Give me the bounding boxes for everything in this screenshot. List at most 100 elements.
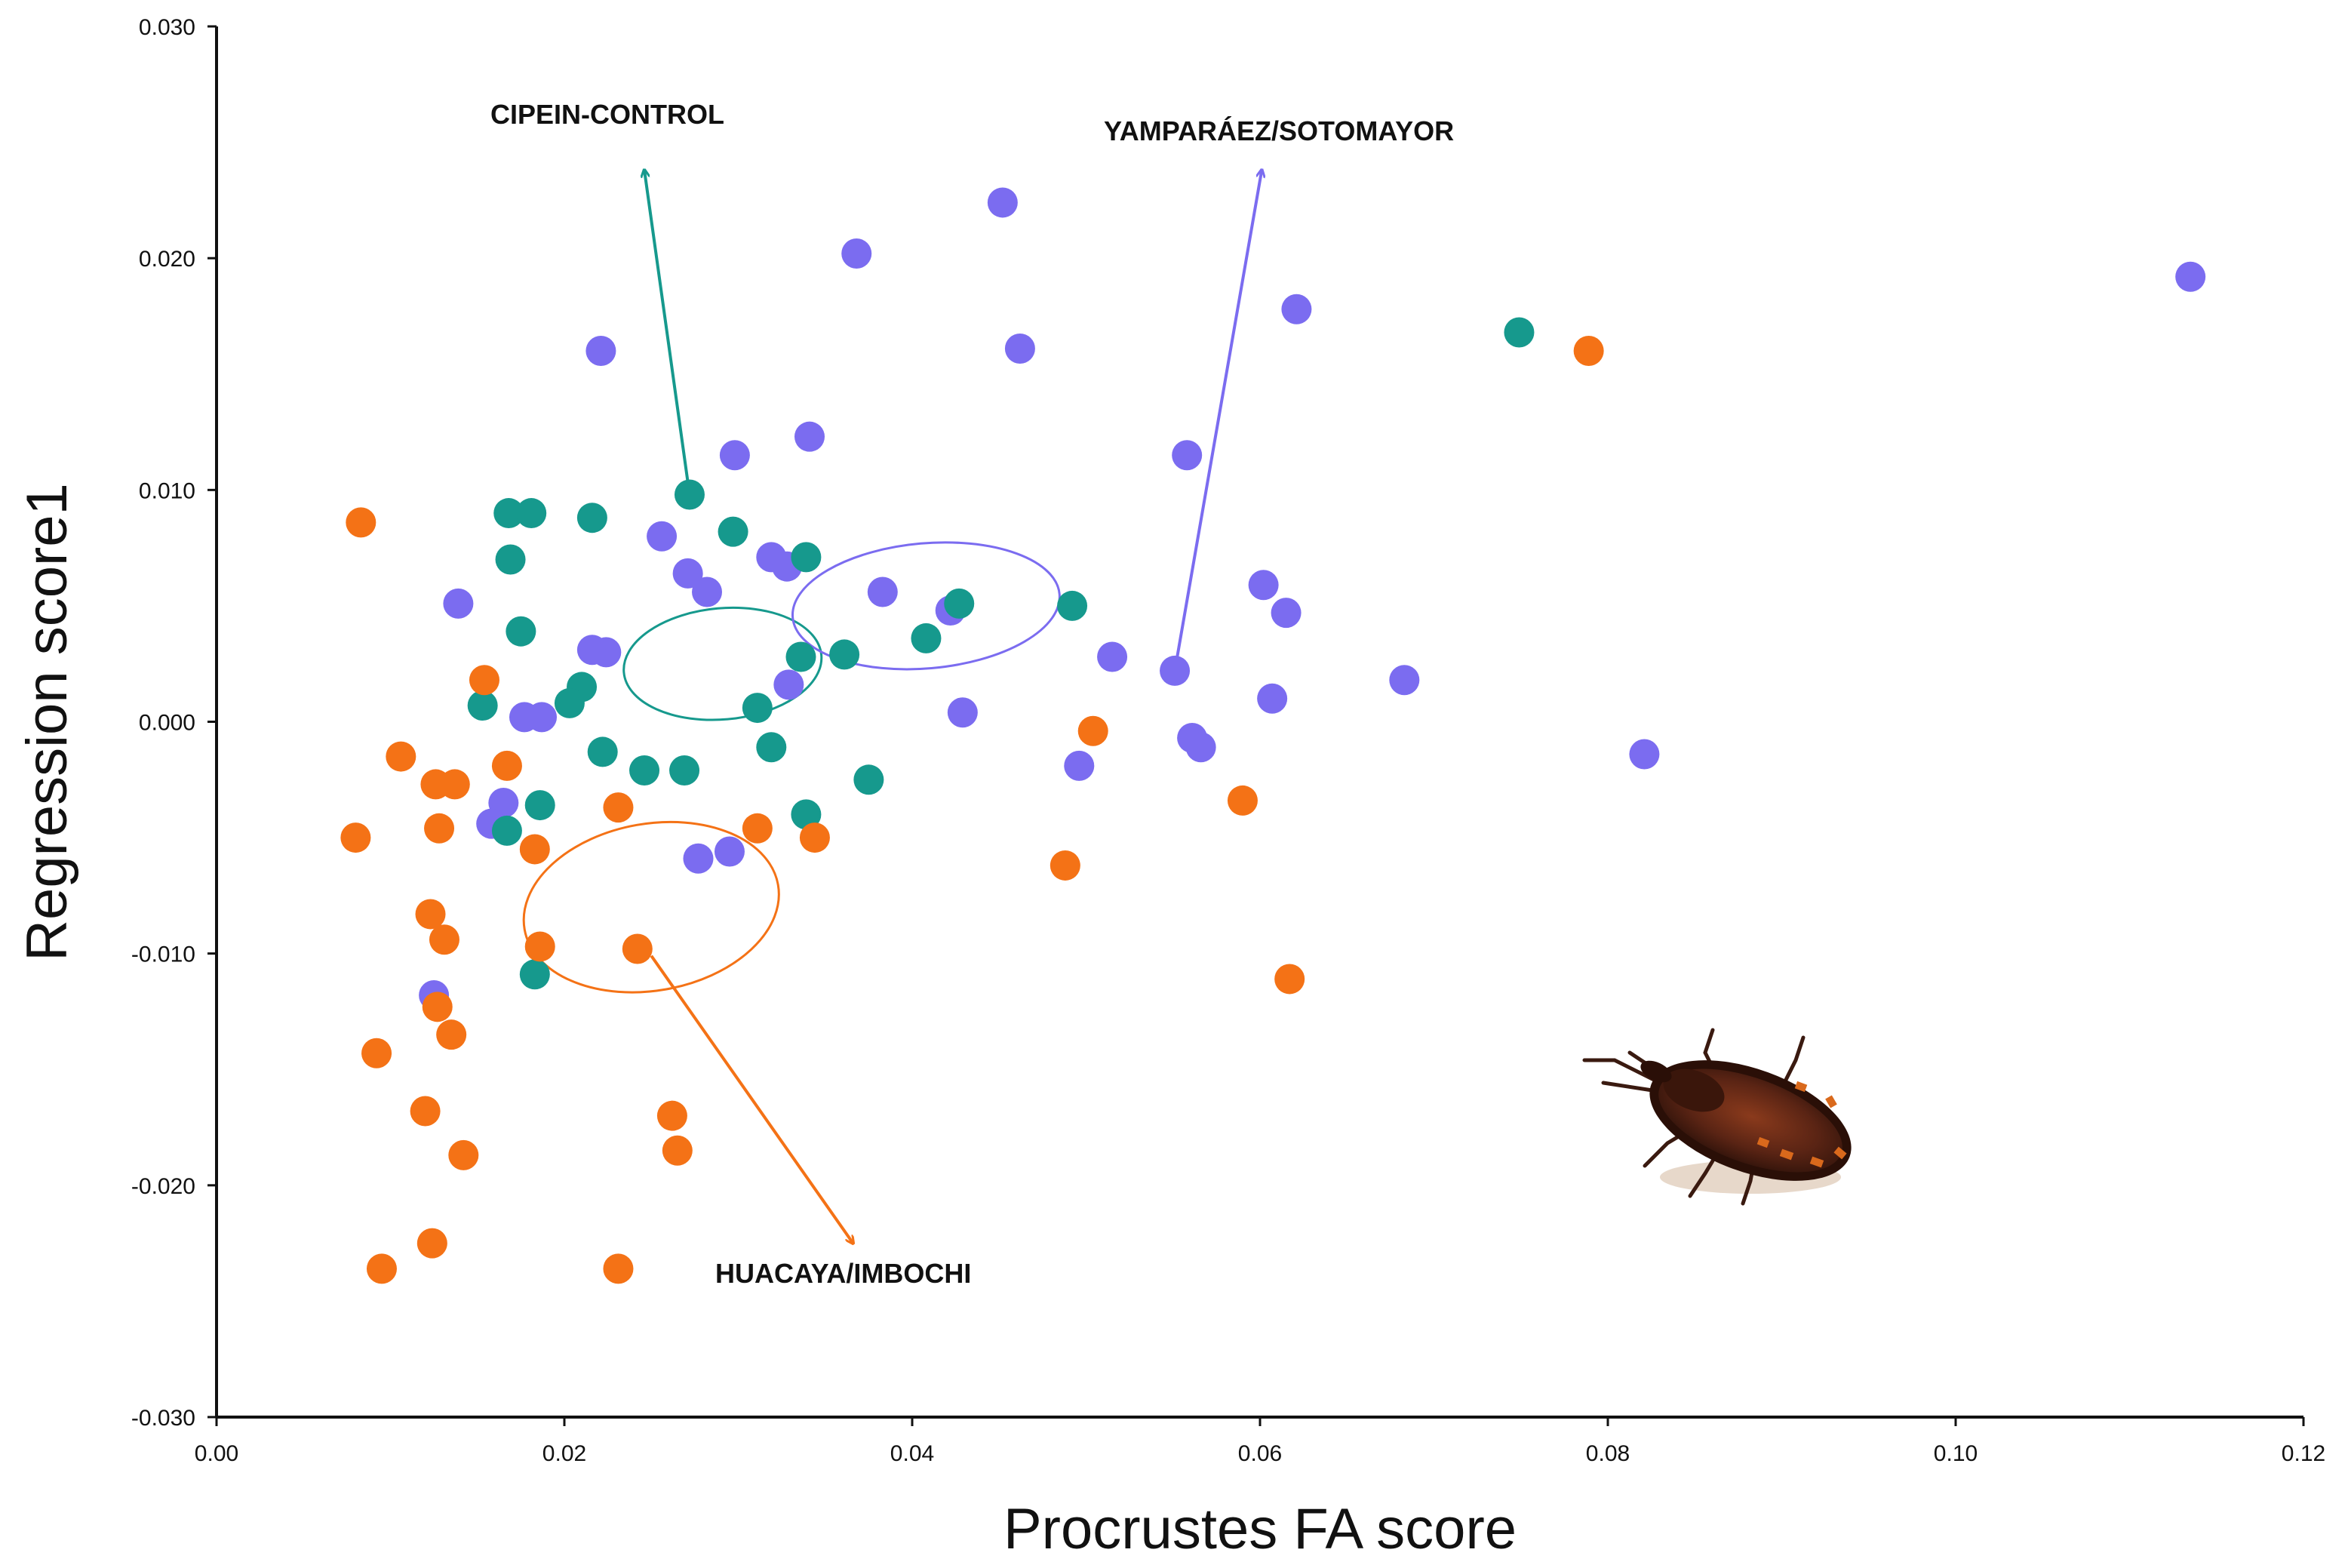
data-point bbox=[519, 834, 550, 865]
data-point bbox=[944, 588, 975, 619]
data-point bbox=[719, 440, 750, 471]
data-point bbox=[506, 616, 536, 647]
data-point bbox=[603, 792, 634, 823]
data-point bbox=[622, 933, 653, 964]
data-point bbox=[495, 544, 526, 575]
x-tick-label: 0.02 bbox=[542, 1441, 586, 1466]
group-ellipse bbox=[622, 606, 823, 721]
data-point bbox=[669, 755, 700, 786]
data-point bbox=[1227, 785, 1258, 816]
label-huacaya-imbochi: HUACAYA/IMBOCHI bbox=[715, 1258, 971, 1289]
data-point bbox=[429, 924, 459, 955]
data-point bbox=[1050, 850, 1080, 881]
data-point bbox=[791, 799, 822, 830]
data-point bbox=[841, 238, 872, 269]
data-point bbox=[662, 1135, 693, 1166]
data-point bbox=[1504, 317, 1535, 348]
data-point bbox=[467, 690, 498, 721]
data-point bbox=[692, 576, 723, 607]
data-point bbox=[439, 769, 470, 800]
data-point bbox=[756, 732, 787, 763]
data-points bbox=[340, 187, 2206, 1284]
group-arrows bbox=[644, 170, 1262, 1243]
data-point bbox=[714, 836, 745, 867]
y-ticks: -0.030 -0.020 -0.010 0.000 0.010 0.020 0.030 bbox=[131, 15, 217, 1431]
data-point bbox=[647, 521, 678, 552]
data-point bbox=[436, 1019, 467, 1050]
data-point bbox=[911, 623, 942, 653]
data-point bbox=[1064, 750, 1095, 781]
data-point bbox=[386, 741, 416, 772]
x-ticks: 0.00 0.02 0.04 0.06 0.08 0.10 0.12 bbox=[195, 1417, 2325, 1466]
data-point bbox=[585, 336, 616, 367]
data-point bbox=[416, 1228, 447, 1259]
data-point bbox=[1281, 294, 1312, 324]
data-point bbox=[674, 479, 705, 510]
x-tick-label: 0.00 bbox=[195, 1441, 238, 1466]
y-tick-label: -0.030 bbox=[131, 1406, 195, 1431]
data-point bbox=[554, 687, 585, 718]
data-point bbox=[683, 843, 714, 874]
data-point bbox=[422, 992, 453, 1022]
data-point bbox=[448, 1139, 479, 1170]
data-point bbox=[361, 1038, 392, 1068]
x-tick-label: 0.12 bbox=[2282, 1441, 2325, 1466]
x-tick-label: 0.04 bbox=[890, 1441, 934, 1466]
data-point bbox=[410, 1096, 441, 1127]
data-point bbox=[785, 641, 816, 672]
data-point bbox=[742, 693, 773, 724]
data-point bbox=[656, 1100, 687, 1131]
x-tick-label: 0.08 bbox=[1586, 1441, 1630, 1466]
data-point bbox=[1257, 683, 1288, 714]
data-point bbox=[1004, 333, 1035, 364]
group-ellipse bbox=[791, 541, 1061, 671]
data-point bbox=[718, 516, 748, 547]
data-point bbox=[794, 421, 825, 452]
group-arrow bbox=[1173, 170, 1262, 672]
data-point bbox=[415, 899, 446, 930]
x-tick-label: 0.10 bbox=[1934, 1441, 1978, 1466]
label-cipein-control: CIPEIN-CONTROL bbox=[490, 99, 724, 130]
data-point bbox=[1629, 739, 1660, 770]
data-point bbox=[1057, 590, 1088, 621]
group-ellipses bbox=[522, 541, 1061, 994]
data-point bbox=[519, 959, 550, 990]
data-point bbox=[1185, 732, 1216, 763]
data-point bbox=[1172, 440, 1203, 471]
data-point bbox=[591, 637, 622, 668]
y-tick-label: -0.020 bbox=[131, 1174, 195, 1199]
y-tick-label: 0.010 bbox=[139, 478, 195, 503]
x-tick-label: 0.06 bbox=[1238, 1441, 1282, 1466]
data-point bbox=[587, 736, 618, 767]
group-arrow bbox=[650, 955, 853, 1244]
data-point bbox=[987, 187, 1018, 218]
data-point bbox=[493, 498, 524, 529]
group-labels: CIPEIN-CONTROL YAMPARÁEZ/SOTOMAYOR HUACA… bbox=[490, 99, 1454, 1289]
data-point bbox=[1271, 598, 1302, 629]
data-point bbox=[516, 498, 547, 529]
data-point bbox=[1160, 655, 1191, 686]
y-tick-label: 0.000 bbox=[139, 711, 195, 736]
data-point bbox=[672, 558, 703, 589]
data-point bbox=[443, 588, 474, 619]
data-point bbox=[527, 702, 558, 733]
label-yamparaez-sotomayor: YAMPARÁEZ/SOTOMAYOR bbox=[1104, 115, 1454, 146]
data-point bbox=[829, 639, 860, 670]
y-axis-title: Regression score1 bbox=[15, 483, 79, 961]
y-tick-label: 0.030 bbox=[139, 15, 195, 40]
data-point bbox=[576, 503, 607, 533]
data-point bbox=[1097, 641, 1128, 672]
data-point bbox=[799, 822, 830, 853]
y-tick-label: -0.010 bbox=[131, 942, 195, 967]
data-point bbox=[853, 764, 884, 795]
data-point bbox=[742, 813, 773, 844]
data-point bbox=[867, 576, 898, 607]
data-point bbox=[469, 665, 499, 696]
data-point bbox=[2175, 261, 2206, 292]
data-point bbox=[773, 669, 804, 700]
group-ellipse bbox=[522, 820, 780, 994]
data-point bbox=[346, 507, 376, 538]
data-point bbox=[1573, 336, 1604, 367]
x-axis-title: Procrustes FA score bbox=[1003, 1497, 1517, 1561]
